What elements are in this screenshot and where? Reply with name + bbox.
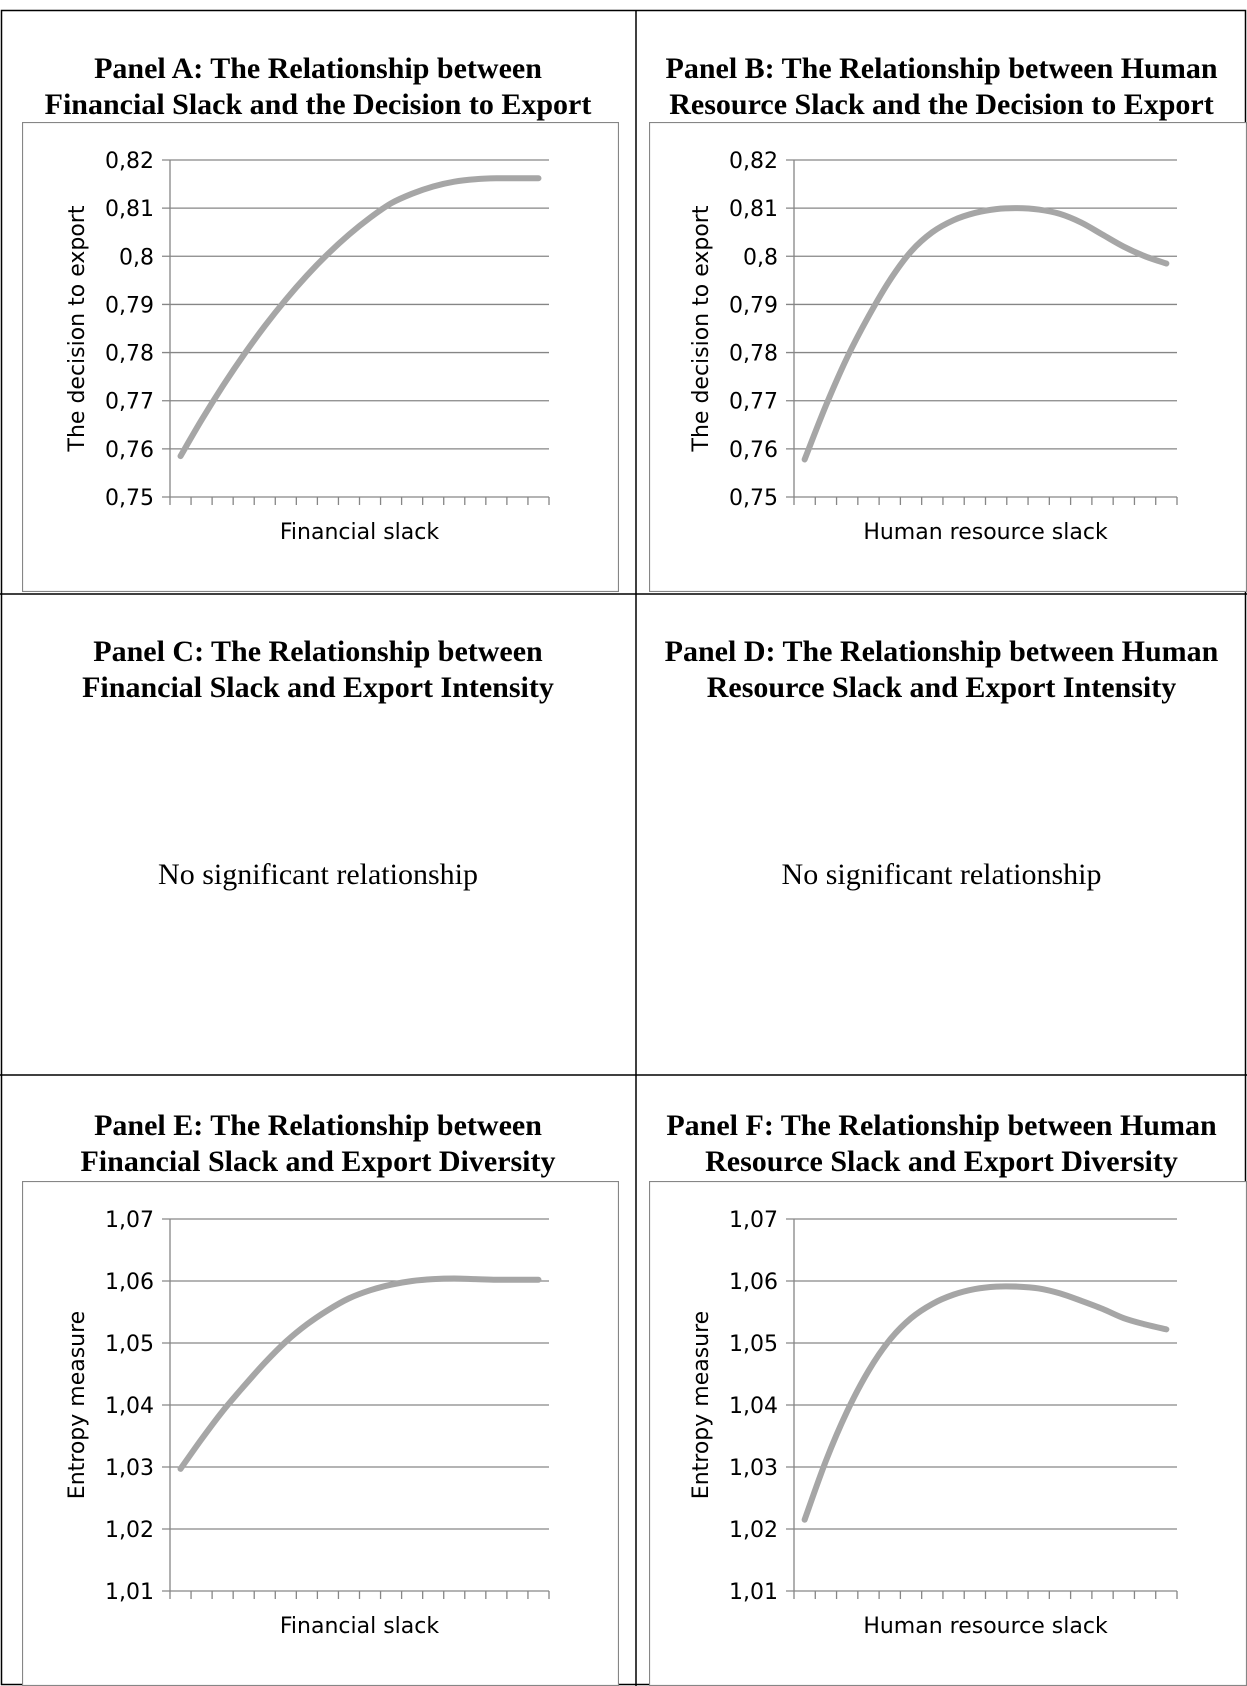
y-tick-label: 0,82	[729, 149, 778, 174]
panel-f-title-line2: Resource Slack and Export Diversity	[705, 1145, 1178, 1178]
x-axis-label: Financial slack	[280, 520, 439, 545]
x-axis-label: Financial slack	[280, 1614, 439, 1639]
panel-e-title-line2: Financial Slack and Export Diversity	[80, 1145, 556, 1178]
y-tick-label: 0,77	[729, 390, 778, 415]
panel-c-title: Panel C: The Relationship between Financ…	[0, 634, 636, 706]
chart-border	[22, 1181, 619, 1686]
y-tick-label: 0,75	[105, 486, 154, 511]
panel-b-title-line1: Panel B: The Relationship between Human	[665, 52, 1218, 85]
x-axis-label: Human resource slack	[863, 1614, 1108, 1639]
y-tick-label: 0,76	[105, 438, 154, 463]
y-tick-label: 0,79	[729, 293, 778, 318]
panel-c-title-line2: Financial Slack and Export Intensity	[82, 671, 554, 704]
panel-d-title-line2: Resource Slack and Export Intensity	[706, 671, 1177, 704]
panel-b-title: Panel B: The Relationship between Human …	[636, 51, 1247, 123]
panel-f: Panel F: The Relationship between Human …	[636, 1075, 1247, 1686]
panel-c-title-line1: Panel C: The Relationship between	[93, 635, 543, 668]
y-tick-label: 1,07	[105, 1208, 154, 1233]
y-tick-label: 0,75	[729, 486, 778, 511]
y-tick-label: 1,01	[105, 1580, 154, 1605]
y-axis-label: Entropy measure	[65, 1311, 90, 1499]
y-tick-label: 1,02	[105, 1518, 154, 1543]
y-tick-label: 0,81	[729, 197, 778, 222]
y-tick-label: 1,07	[729, 1208, 778, 1233]
y-axis-label: Entropy measure	[689, 1311, 714, 1499]
chart-border	[649, 1181, 1247, 1686]
panel-f-title: Panel F: The Relationship between Human …	[636, 1108, 1247, 1180]
series-line	[801, 205, 1170, 463]
y-tick-label: 1,04	[105, 1394, 154, 1419]
y-tick-label: 0,82	[105, 149, 154, 174]
panel-a-title-line1: Panel A: The Relationship between	[94, 52, 542, 85]
panel-a-title: Panel A: The Relationship between Financ…	[0, 51, 636, 123]
chart-border	[649, 122, 1247, 592]
x-axis-label: Human resource slack	[863, 520, 1108, 545]
y-tick-label: 0,78	[729, 342, 778, 367]
y-tick-label: 1,06	[729, 1270, 778, 1295]
y-axis-label: The decision to export	[689, 205, 714, 452]
y-tick-label: 1,02	[729, 1518, 778, 1543]
y-tick-label: 0,77	[105, 390, 154, 415]
panel-f-title-line1: Panel F: The Relationship between Human	[666, 1109, 1217, 1142]
y-tick-label: 1,03	[729, 1456, 778, 1481]
panel-e-title-line1: Panel E: The Relationship between	[94, 1109, 542, 1142]
panel-b: Panel B: The Relationship between Human …	[636, 10, 1247, 594]
chart-e: 1,01 1,02 1,03 1,04 1,05 1,06 1,07 Financial sl…	[22, 1181, 619, 1686]
chart-f: 1,01 1,02 1,03 1,04 1,05 1,06 1,07 Human resour…	[649, 1181, 1247, 1686]
chart-a: 0,75 0,76 0,77 0,78 0,79 0,8 0,81 0,82 Financial…	[22, 122, 619, 592]
y-tick-label: 1,05	[105, 1332, 154, 1357]
y-tick-label: 1,01	[729, 1580, 778, 1605]
panel-e-title: Panel E: The Relationship between Financ…	[0, 1108, 636, 1180]
y-axis-label: The decision to export	[65, 205, 90, 452]
y-tick-label: 0,81	[105, 197, 154, 222]
panel-d-title-line1: Panel D: The Relationship between Human	[664, 635, 1219, 668]
series-line	[177, 175, 542, 460]
series-line	[177, 1275, 542, 1472]
y-tick-label: 0,78	[105, 342, 154, 367]
panel-a-title-line2: Financial Slack and the Decision to Expo…	[44, 88, 592, 121]
y-tick-label: 0,79	[105, 293, 154, 318]
panel-e: Panel E: The Relationship between Financ…	[0, 1075, 636, 1686]
y-tick-label: 0,76	[729, 438, 778, 463]
y-tick-label: 0,8	[743, 245, 778, 270]
chart-b: 0,75 0,76 0,77 0,78 0,79 0,8 0,81 0,82 Human res…	[649, 122, 1247, 592]
chart-border	[22, 122, 619, 592]
y-tick-label: 1,04	[729, 1394, 778, 1419]
y-tick-label: 1,06	[105, 1270, 154, 1295]
y-tick-label: 0,8	[119, 245, 154, 270]
y-tick-label: 1,05	[729, 1332, 778, 1357]
panel-c: Panel C: The Relationship between Financ…	[0, 594, 636, 1075]
panel-d: Panel D: The Relationship between Human …	[636, 594, 1247, 1075]
panel-d-title: Panel D: The Relationship between Human …	[636, 634, 1247, 706]
series-line	[801, 1283, 1170, 1523]
y-tick-label: 1,03	[105, 1456, 154, 1481]
panel-b-title-line2: Resource Slack and the Decision to Expor…	[669, 88, 1214, 121]
panel-d-note: No significant relationship	[781, 858, 1102, 891]
panel-c-note: No significant relationship	[158, 858, 478, 891]
panel-a: Panel A: The Relationship between Financ…	[0, 10, 636, 594]
